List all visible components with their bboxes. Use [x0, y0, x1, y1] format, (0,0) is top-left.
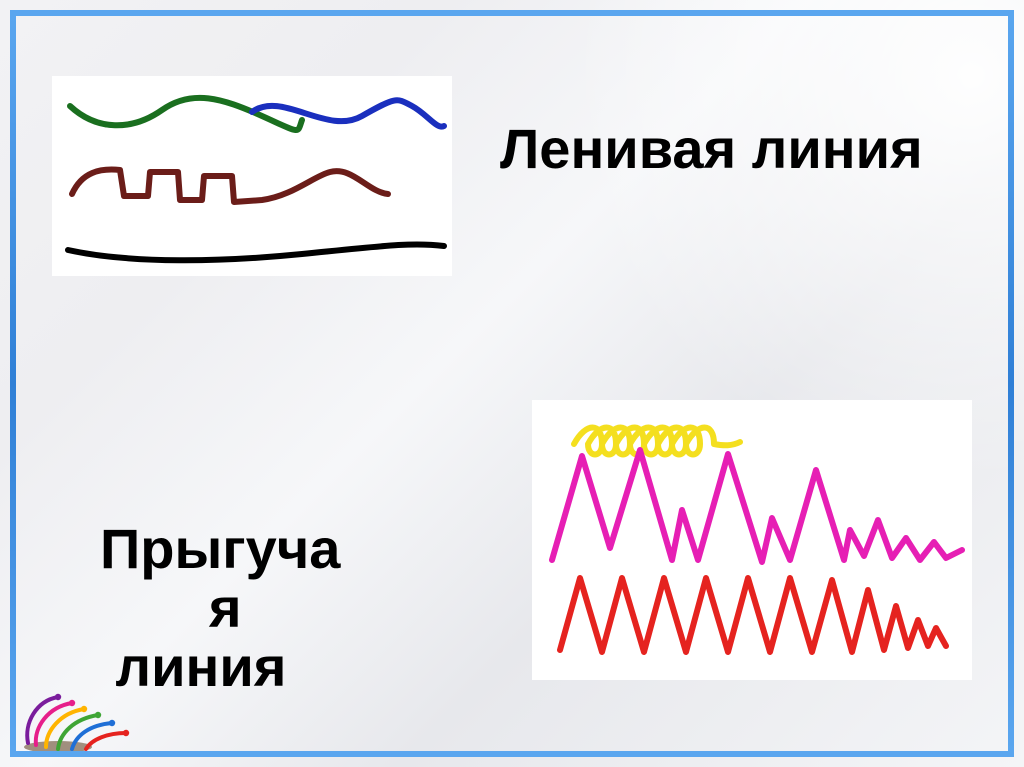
green-wave — [70, 98, 302, 130]
black-baseline — [68, 244, 444, 260]
red-zigzag — [560, 578, 946, 652]
lazy-lines-panel — [52, 76, 452, 276]
bouncy-lines-panel — [532, 400, 972, 680]
lazy-line-label: Ленивая линия — [500, 120, 923, 179]
bouncy-line-label: Прыгуча я линия — [100, 520, 340, 696]
bouncy-lines-drawing — [532, 400, 972, 680]
yellow-loops — [574, 428, 740, 455]
maroon-crenel — [72, 170, 388, 202]
slide: Ленивая линия Прыгуча я линия — [0, 0, 1024, 767]
lazy-lines-drawing — [52, 76, 452, 276]
magenta-peaks — [552, 450, 962, 562]
